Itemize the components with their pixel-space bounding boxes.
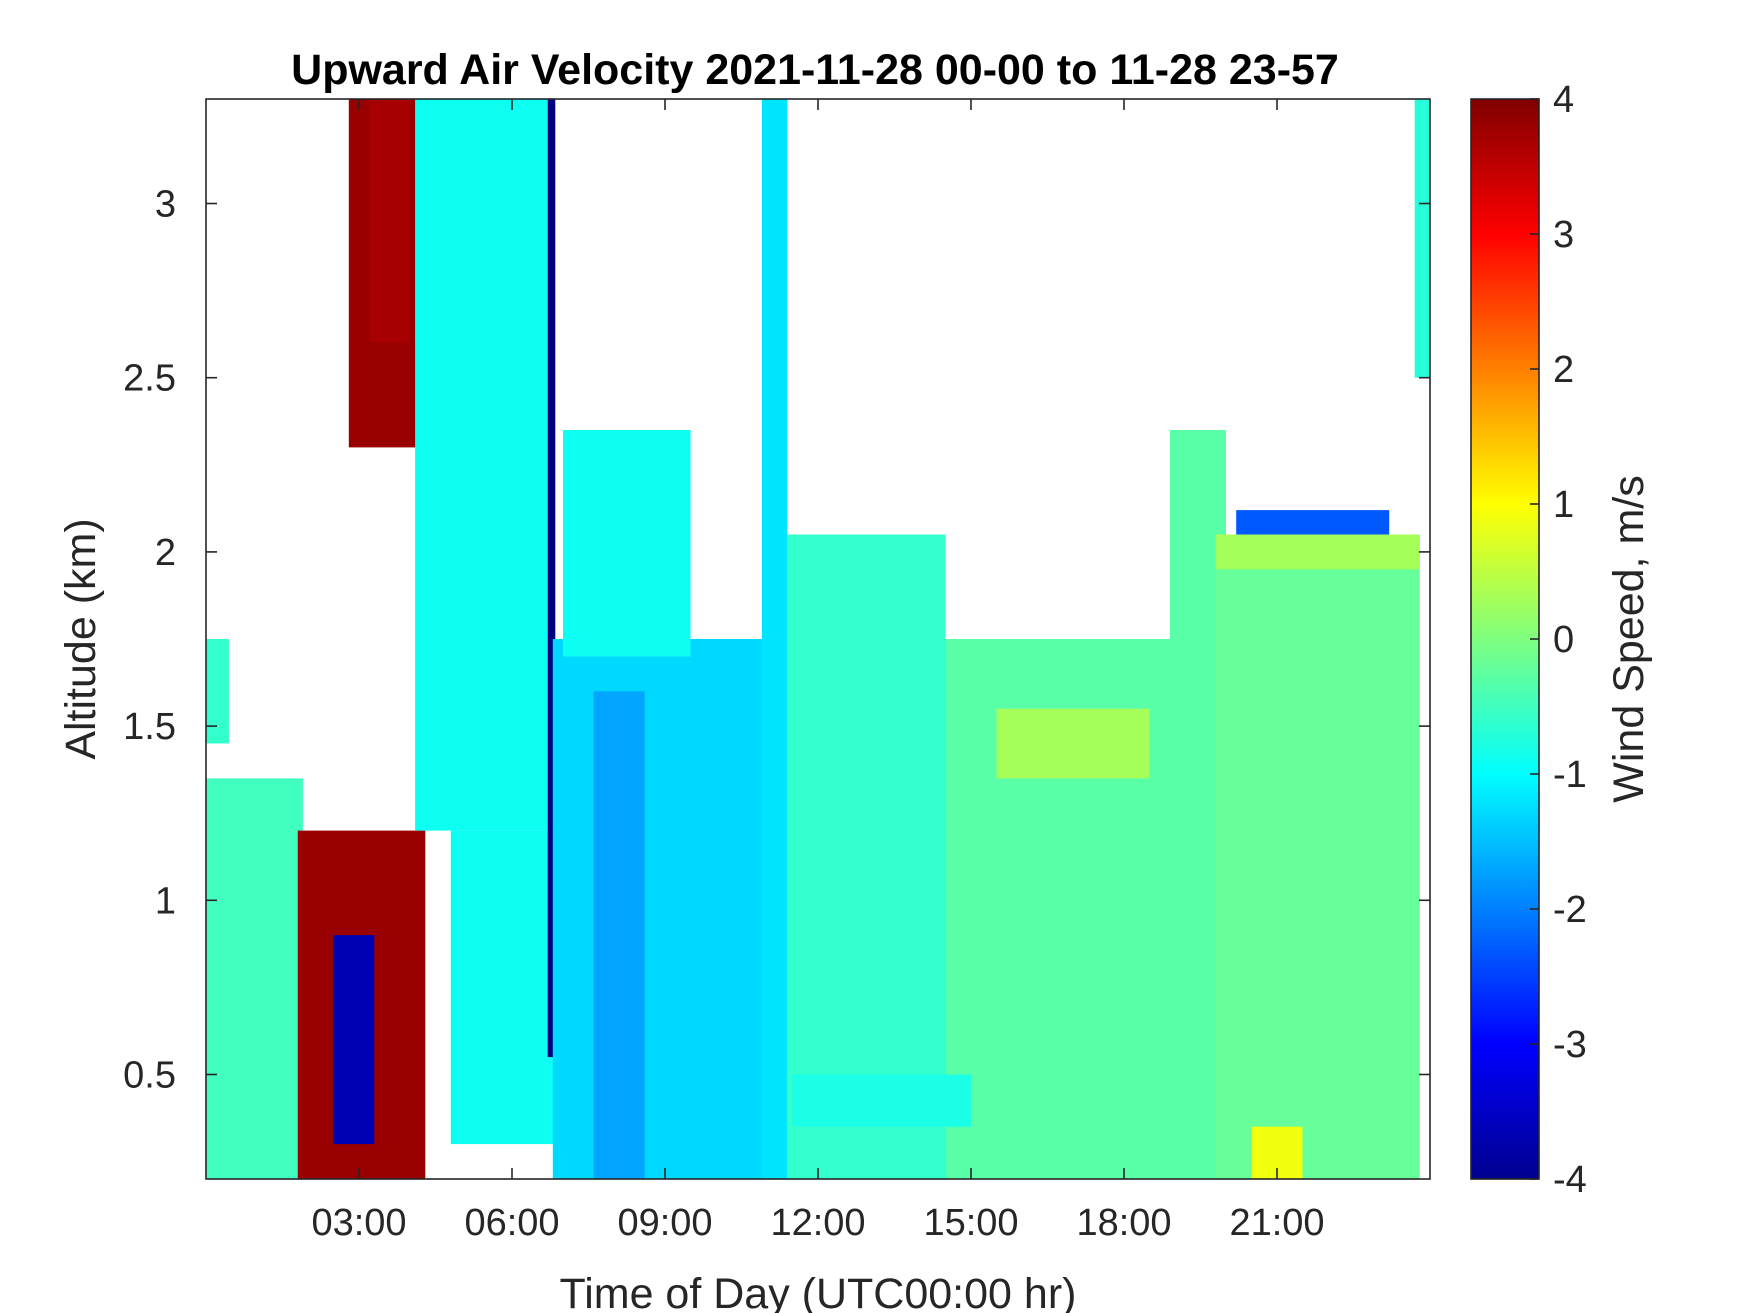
- x-tick-label: 18:00: [1076, 1202, 1171, 1244]
- heatmap-cell: [563, 430, 691, 657]
- colorbar-tick-label: -4: [1553, 1159, 1587, 1201]
- colorbar-label: Wind Speed, m/s: [1605, 475, 1653, 802]
- colorbar: [1471, 99, 1539, 1179]
- heatmap-area: [206, 99, 1430, 1179]
- y-tick-label: 0.5: [123, 1054, 176, 1096]
- colorbar-tick-label: -1: [1553, 754, 1587, 796]
- heatmap-cell: [547, 99, 556, 1058]
- heatmap-cell: [415, 99, 548, 831]
- heatmap-cell: [450, 830, 563, 1145]
- heatmap-cell: [333, 935, 375, 1145]
- chart-title: Upward Air Velocity 2021-11-28 00-00 to …: [291, 46, 1339, 94]
- heatmap-cell: [1414, 99, 1430, 378]
- x-tick-label: 12:00: [770, 1202, 865, 1244]
- colorbar-tick-label: 4: [1553, 79, 1574, 121]
- x-axis-label: Time of Day (UTC00:00 hr): [560, 1270, 1077, 1313]
- x-tick-label: 06:00: [464, 1202, 559, 1244]
- colorbar-tick-label: -2: [1553, 889, 1587, 931]
- heatmap-cell: [792, 1074, 971, 1127]
- colorbar-tick-label: 0: [1553, 619, 1574, 661]
- heatmap-cell: [1236, 510, 1390, 535]
- heatmap-cell: [369, 99, 410, 343]
- y-axis-label: Altitude (km): [57, 518, 105, 759]
- y-axis-ticks: 0.5 1 1.5 2 2.5 3: [123, 184, 1430, 1096]
- y-tick-label: 2.5: [123, 358, 176, 400]
- heatmap-cell: [787, 534, 946, 1179]
- colorbar-ticks: -4 -3 -2 -1 0 1 2 3 4: [1530, 79, 1587, 1201]
- y-tick-label: 1.5: [123, 706, 176, 748]
- heatmap-cell: [996, 708, 1150, 779]
- colorbar-tick-label: 1: [1553, 484, 1574, 526]
- y-tick-label: 3: [155, 184, 176, 226]
- heatmap-cell: [552, 639, 767, 1179]
- x-tick-label: 09:00: [617, 1202, 712, 1244]
- colorbar-tick-label: 3: [1553, 214, 1574, 256]
- x-tick-label: 21:00: [1229, 1202, 1324, 1244]
- x-tick-label: 15:00: [923, 1202, 1018, 1244]
- heatmap-cell: [1215, 534, 1420, 570]
- heatmap-cell: [206, 639, 229, 744]
- x-tick-label: 03:00: [311, 1202, 406, 1244]
- x-axis-ticks: 03:00 06:00 09:00 12:00 15:00 18:00 21:00: [311, 99, 1325, 1244]
- heatmap-cell: [1215, 534, 1420, 1179]
- heatmap-cell: [593, 691, 645, 1179]
- y-tick-label: 2: [155, 532, 176, 574]
- colorbar-tick-label: -3: [1553, 1024, 1587, 1066]
- y-tick-label: 1: [155, 880, 176, 922]
- heatmap-cell: [761, 99, 788, 1179]
- colorbar-tick-label: 2: [1553, 349, 1574, 391]
- heatmap-cell: [206, 778, 303, 1179]
